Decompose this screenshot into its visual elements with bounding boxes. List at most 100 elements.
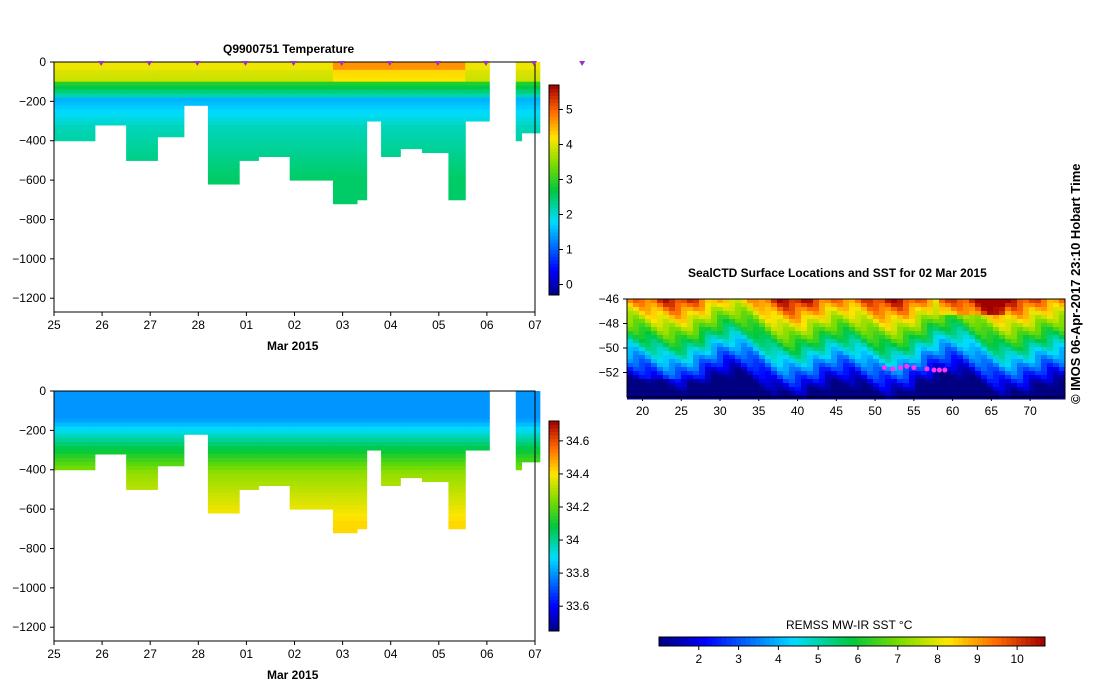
profile-cell <box>54 450 96 455</box>
profile-cell <box>54 461 96 467</box>
sst-cell <box>717 363 724 368</box>
profile-cell <box>332 394 358 400</box>
sst-cell <box>945 383 952 388</box>
sst-cell <box>867 351 874 356</box>
profile-cell <box>357 176 368 181</box>
sst-cell <box>645 387 652 392</box>
sst-cell <box>837 335 844 340</box>
profile-cell <box>239 414 259 420</box>
sst-cell <box>867 339 874 344</box>
profile-cell <box>258 109 291 114</box>
profile-cell <box>400 414 423 420</box>
sst-cell <box>999 375 1006 380</box>
sst-cell <box>867 391 874 396</box>
colorbar-cell <box>549 428 559 432</box>
colorbar-cell <box>549 169 559 173</box>
sst-cell <box>663 335 670 340</box>
profile-cell <box>448 446 466 451</box>
profile-cell <box>239 450 259 455</box>
sst-cell <box>687 343 694 348</box>
sst-cell <box>729 367 736 372</box>
sst-cell <box>669 331 676 336</box>
sst-cell <box>1059 303 1066 308</box>
sst-cell <box>723 319 730 324</box>
profile-cell <box>381 414 401 420</box>
profile-0 <box>54 391 96 471</box>
sst-cell <box>861 359 868 364</box>
sst-cell <box>801 347 808 352</box>
sst-cell <box>771 371 778 376</box>
sst-cell <box>735 323 742 328</box>
sst-cell <box>765 383 772 388</box>
sst-cell <box>915 359 922 364</box>
sst-cell <box>639 339 646 344</box>
profile-cell <box>381 65 401 71</box>
profile-cell <box>448 473 466 479</box>
sst-cell <box>1017 311 1024 316</box>
sst-cell <box>855 383 862 388</box>
sst-cell <box>633 343 640 348</box>
sst-cell <box>945 351 952 356</box>
sst-cell <box>1011 359 1018 364</box>
profile-cell <box>207 109 240 114</box>
sst-cell <box>933 363 940 368</box>
sst-cell <box>675 311 682 316</box>
sst-cell <box>873 375 880 380</box>
sst-cell <box>981 359 988 364</box>
sst-cell <box>675 307 682 312</box>
sst-cell <box>843 351 850 356</box>
sst-cell <box>993 323 1000 328</box>
sst-colorbar-cell <box>668 637 674 646</box>
sst-cell <box>1029 387 1036 392</box>
sst-cell <box>651 339 658 344</box>
profile-cell <box>289 430 334 435</box>
profile-cell <box>421 93 449 98</box>
profile-cell <box>332 148 358 154</box>
profile-cell <box>366 446 382 451</box>
profile-cell <box>207 113 240 118</box>
colorbar-cell <box>549 610 559 614</box>
profile-cell <box>126 132 158 138</box>
sst-cell <box>669 299 676 304</box>
sst-cell <box>921 355 928 360</box>
profile-cell <box>54 105 96 110</box>
sst-cell <box>657 355 664 360</box>
sst-cell <box>849 347 856 352</box>
sst-cell <box>663 331 670 336</box>
sst-colorbar-cell <box>750 637 756 646</box>
sst-cell <box>849 383 856 388</box>
profile-cell <box>357 391 368 396</box>
profile-cell <box>448 121 466 126</box>
sst-cell <box>963 303 970 308</box>
sst-cell <box>675 383 682 388</box>
profile-cell <box>448 493 466 498</box>
profile-cell <box>357 513 368 518</box>
sst-cell <box>807 327 814 332</box>
profile-cell <box>157 109 185 114</box>
profile-cell <box>332 430 358 435</box>
sst-cell <box>657 391 664 396</box>
sst-cell <box>669 379 676 384</box>
profile-cell <box>289 485 334 490</box>
sst-cell <box>639 343 646 348</box>
profile-cell <box>465 113 490 118</box>
profile-cell <box>207 509 240 514</box>
sst-cell <box>795 379 802 384</box>
colorbar-cell <box>549 585 559 590</box>
sst-cell <box>675 339 682 344</box>
sst-cell <box>717 387 724 392</box>
profile-marker <box>338 61 345 66</box>
profile-cell <box>289 497 334 502</box>
sst-cell <box>627 383 634 388</box>
colorbar-cell <box>549 92 559 96</box>
sst-cell <box>879 331 886 336</box>
sst-cell <box>921 339 928 344</box>
profile-cell <box>521 121 541 126</box>
sst-cell <box>993 327 1000 332</box>
profile-cell <box>332 156 358 161</box>
sst-cell <box>933 339 940 344</box>
profile-cell <box>289 148 334 154</box>
sst-colorbar-tick-label: 4 <box>775 652 782 666</box>
profile-cell <box>381 438 401 443</box>
sst-cell <box>873 315 880 320</box>
